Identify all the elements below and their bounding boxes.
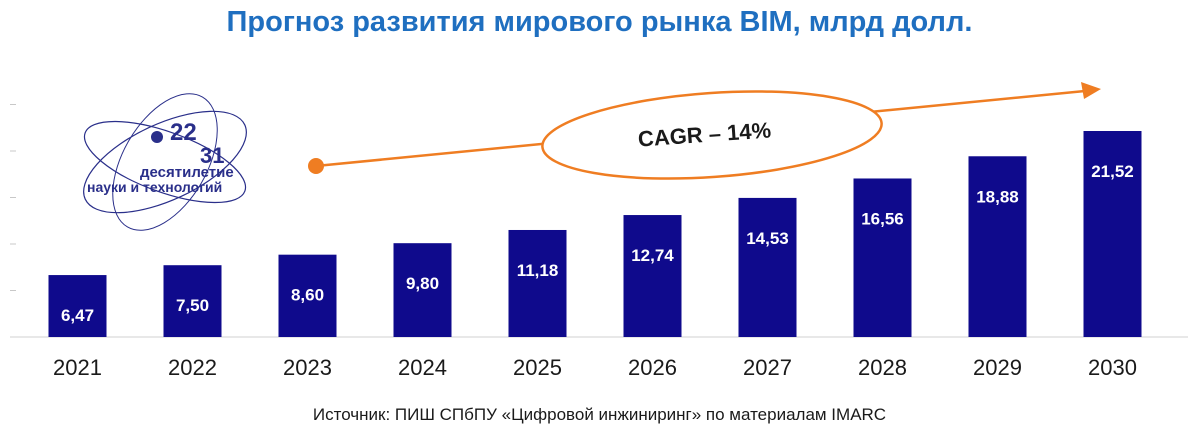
logo-orbit-3 xyxy=(112,93,218,231)
y-axis-ticks xyxy=(10,104,16,338)
x-tick-label-2025: 2025 xyxy=(513,355,562,380)
x-tick-label-2027: 2027 xyxy=(743,355,792,380)
bar-value-label-2027: 14,53 xyxy=(746,229,789,248)
x-tick-label-2022: 2022 xyxy=(168,355,217,380)
x-tick-label-2023: 2023 xyxy=(283,355,332,380)
bar-chart: 6,47 7,50 8,60 9,80 11,18 12,74 14,53 16,56 18,8… xyxy=(10,82,1188,380)
bar-value-label-2025: 11,18 xyxy=(517,261,559,280)
bar-value-label-2024: 9,80 xyxy=(406,274,439,293)
cagr-ellipse xyxy=(541,90,883,180)
bars-group: 6,47 7,50 8,60 9,80 11,18 12,74 14,53 16,56 18,8… xyxy=(48,131,1142,337)
source-note: Источник: ПИШ СПбПУ «Цифровой инжиниринг… xyxy=(312,405,887,424)
chart-title: Прогноз развития мирового рынка BIM, млр… xyxy=(226,6,973,38)
x-tick-label-2028: 2028 xyxy=(858,355,907,380)
bar-2029 xyxy=(968,156,1027,337)
bar-2021 xyxy=(48,275,107,337)
logo-orbit-2 xyxy=(83,120,247,204)
trend-start-dot xyxy=(308,158,324,174)
x-tick-label-2024: 2024 xyxy=(398,355,447,380)
bar-value-label-2026: 12,74 xyxy=(631,246,674,265)
x-tick-label-2029: 2029 xyxy=(973,355,1022,380)
bar-value-label-2029: 18,88 xyxy=(976,187,1019,206)
logo-number-bottom: 31 xyxy=(200,143,224,168)
bar-2026 xyxy=(623,215,682,337)
logo-dot xyxy=(151,131,163,143)
x-tick-label-2026: 2026 xyxy=(628,355,677,380)
bar-value-label-2028: 16,56 xyxy=(861,209,904,228)
bar-value-label-2021: 6,47 xyxy=(61,306,94,325)
bar-2022 xyxy=(163,265,222,337)
logo-line-1: десятилетие xyxy=(140,164,234,181)
bar-2024 xyxy=(393,243,452,337)
cagr-annotation: CAGR – 14% xyxy=(308,82,1101,180)
bar-2028 xyxy=(853,178,912,337)
bar-2027 xyxy=(738,197,797,337)
logo-line-2: науки и технологий xyxy=(87,179,222,195)
x-tick-labels: 2021 2022 2023 2024 2025 2026 2027 2028 2029 2030 xyxy=(53,355,1137,380)
bar-2025 xyxy=(508,229,567,337)
logo-number-top: 22 xyxy=(170,119,197,146)
x-tick-label-2021: 2021 xyxy=(53,355,102,380)
bar-value-label-2030: 21,52 xyxy=(1091,162,1134,181)
decade-logo: 22 31 десятилетие науки и технологий xyxy=(83,93,247,231)
x-tick-label-2030: 2030 xyxy=(1088,355,1137,380)
bar-2023 xyxy=(278,254,337,337)
bar-value-label-2022: 7,50 xyxy=(176,296,209,315)
bar-value-label-2023: 8,60 xyxy=(291,286,324,305)
logo-orbit-1 xyxy=(83,110,247,214)
bar-2030 xyxy=(1083,131,1142,337)
trend-arrow-head xyxy=(1081,82,1101,99)
